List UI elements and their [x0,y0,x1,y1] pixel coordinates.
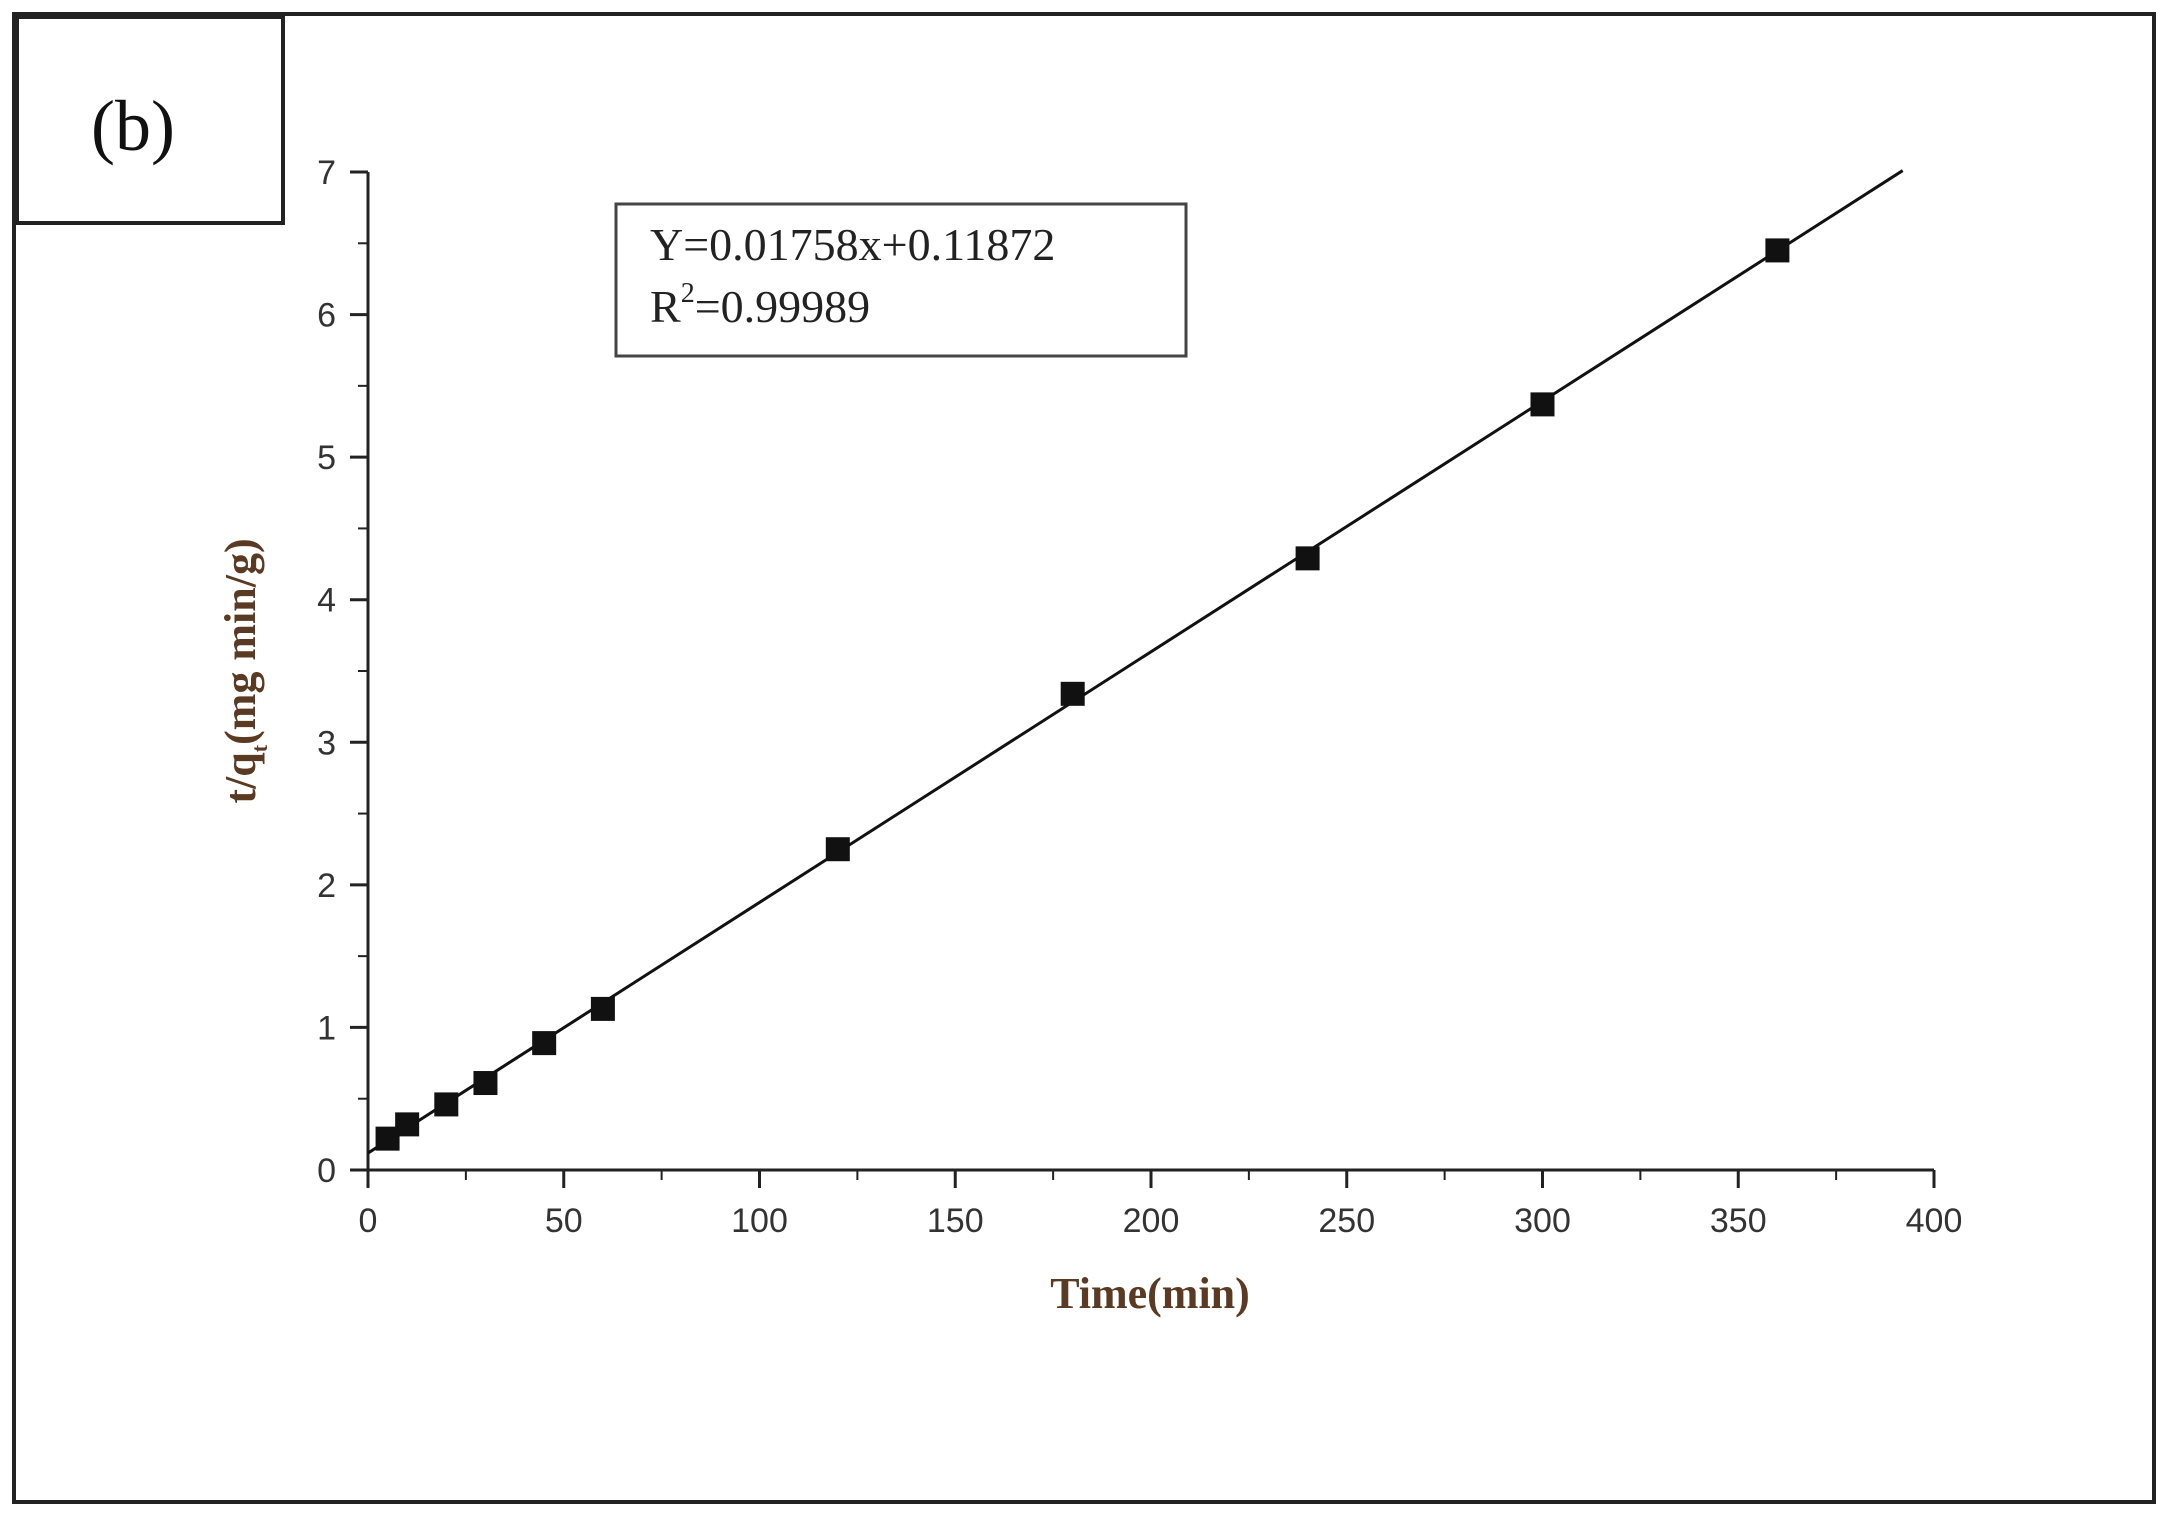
x-tick-label: 100 [731,1202,788,1240]
y-tick-label: 4 [317,582,336,620]
data-point [825,837,850,862]
y-axis-title-sub: t [247,744,272,752]
data-point [590,996,615,1021]
data-point [1295,546,1320,571]
x-tick-label: 200 [1123,1202,1180,1240]
equation-box: Y=0.01758x+0.11872 R2=0.99989 [614,202,1188,358]
r-squared-prefix: R [650,281,681,332]
y-tick-label: 3 [317,724,336,762]
y-tick-label: 0 [317,1152,336,1190]
data-point [395,1112,420,1137]
x-tick-label: 400 [1906,1202,1963,1240]
data-point [473,1071,498,1096]
y-axis-title-main: t/q [216,752,265,804]
y-tick-label: 2 [317,867,336,905]
x-tick-label: 150 [927,1202,984,1240]
data-point [1765,238,1790,263]
panel-label-box: (b) [15,15,285,225]
y-axis-title-rest: (mg min/g) [216,538,265,745]
outer-frame [12,12,2156,1504]
y-tick-label: 5 [317,439,336,477]
data-point [434,1092,459,1117]
x-tick-label: 0 [359,1202,378,1240]
y-axis-title: t/qt(mg min/g) [216,538,272,803]
data-point [1530,392,1555,417]
y-ticks: 0 1 2 3 4 5 6 7 [317,154,368,1190]
x-tick-label: 350 [1710,1202,1767,1240]
y-tick-label: 7 [317,154,336,192]
data-points [375,238,1790,1151]
r-squared-line: R2=0.99989 [650,278,870,332]
y-tick-label: 1 [317,1009,336,1047]
y-tick-label: 6 [317,297,336,335]
x-tick-label: 50 [545,1202,583,1240]
r-squared-value: =0.99989 [695,281,870,332]
x-tick-label: 300 [1514,1202,1571,1240]
data-point [532,1031,557,1056]
x-axis-title: Time(min) [1050,1269,1250,1318]
x-ticks: 0 50 100 150 200 250 300 350 400 [359,1170,1963,1240]
panel-label: (b) [91,86,175,166]
data-point [1060,681,1085,706]
fit-line [367,169,1904,1155]
r-squared-sup: 2 [681,278,695,309]
equation-line: Y=0.01758x+0.11872 [650,219,1055,270]
x-tick-label: 250 [1318,1202,1375,1240]
